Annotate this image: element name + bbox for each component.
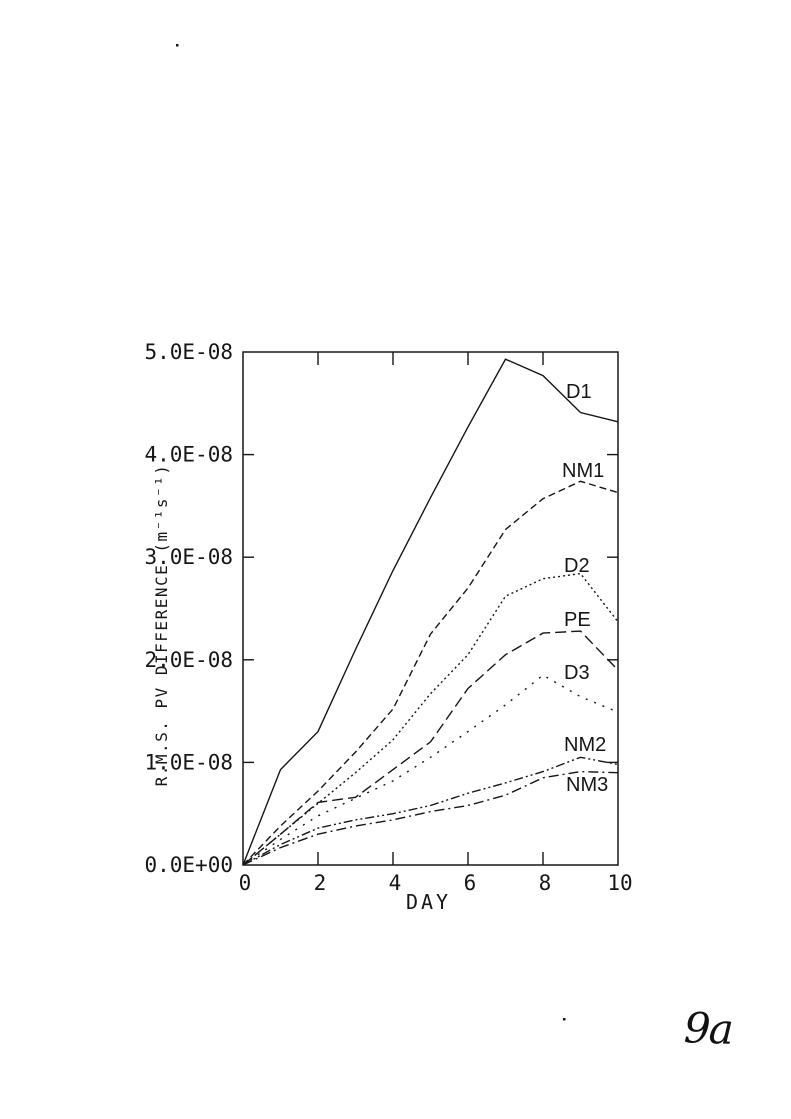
- x-tick-label: 2: [314, 871, 327, 895]
- handwritten-figure-number: 9a: [683, 1003, 733, 1054]
- x-tick-label: 6: [464, 871, 477, 895]
- series-line-NM3: [242, 770, 619, 866]
- series-label-D1: D1: [566, 381, 592, 403]
- y-tick-label: 0.0E+00: [144, 853, 233, 877]
- y-tick-label: 1.0E-08: [144, 750, 233, 774]
- series-line-D1: [242, 358, 619, 866]
- series-label-PE: PE: [564, 609, 591, 631]
- series-line-D2: [242, 572, 619, 866]
- y-tick-label: 3.0E-08: [144, 545, 233, 569]
- series-label-NM2: NM2: [564, 734, 606, 756]
- series-label-NM3: NM3: [566, 774, 608, 796]
- y-axis-title: R.M.S. PV DIFFERENCE (m⁻¹s⁻¹): [152, 464, 171, 787]
- y-tick-label: 2.0E-08: [144, 648, 233, 672]
- y-tick-label: 4.0E-08: [144, 443, 233, 467]
- series-line-PE: [242, 630, 619, 866]
- series-label-D3: D3: [564, 662, 590, 684]
- series-line-NM1: [242, 480, 619, 866]
- series-line-NM2: [242, 756, 619, 866]
- scan-speck: [563, 1018, 566, 1021]
- series-label-D2: D2: [564, 555, 590, 577]
- series-line-D3: [242, 674, 619, 866]
- scan-speck: [176, 44, 179, 47]
- x-tick-label: 8: [539, 871, 552, 895]
- x-axis-title: DAY: [406, 890, 451, 914]
- x-tick-label: 0: [239, 871, 252, 895]
- x-tick-label: 10: [607, 871, 632, 895]
- series-label-NM1: NM1: [562, 460, 604, 482]
- plot-border: [242, 351, 619, 866]
- y-tick-label: 5.0E-08: [144, 340, 233, 364]
- x-tick-label: 4: [389, 871, 402, 895]
